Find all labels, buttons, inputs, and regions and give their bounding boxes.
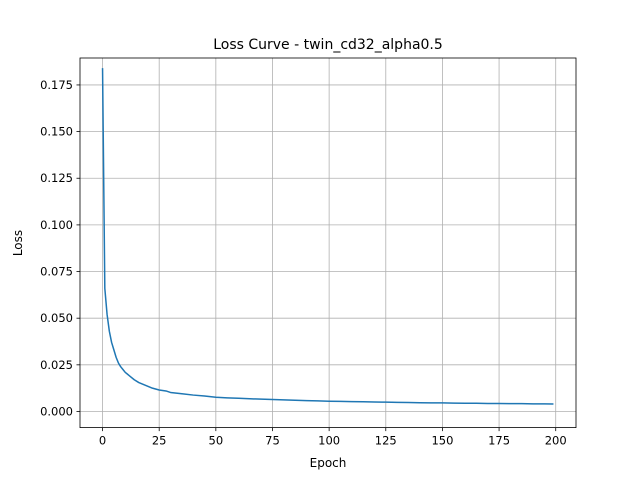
x-axis-ticks: 0 25 50 75 100 125 150 175 200 — [99, 427, 567, 448]
grid-lines — [80, 58, 576, 428]
y-tick-label: 0.075 — [40, 265, 73, 279]
x-tick-label: 100 — [318, 434, 340, 448]
chart-title: Loss Curve - twin_cd32_alpha0.5 — [213, 37, 443, 53]
plot-area — [80, 58, 576, 428]
x-tick-label: 50 — [209, 434, 224, 448]
y-tick-label: 0.125 — [40, 171, 73, 185]
y-tick-label: 0.150 — [40, 125, 73, 139]
x-tick-label: 0 — [99, 434, 106, 448]
y-tick-label: 0.000 — [40, 404, 73, 418]
loss-series-line — [101, 68, 554, 405]
x-axis-label: Epoch — [310, 456, 347, 470]
x-tick-label: 175 — [488, 434, 510, 448]
axes-frame — [79, 57, 577, 429]
y-tick-label: 0.175 — [40, 78, 73, 92]
x-tick-label: 200 — [545, 434, 567, 448]
x-tick-label: 150 — [431, 434, 453, 448]
y-axis-ticks: 0.000 0.025 0.050 0.075 0.100 0.125 0.150 0.175 — [40, 78, 80, 418]
x-tick-label: 25 — [152, 434, 167, 448]
x-tick-label: 125 — [375, 434, 397, 448]
y-axis-label: Loss — [11, 230, 25, 256]
y-tick-label: 0.050 — [40, 311, 73, 325]
x-tick-label: 75 — [265, 434, 280, 448]
y-tick-label: 0.025 — [40, 358, 73, 372]
y-tick-label: 0.100 — [40, 218, 73, 232]
